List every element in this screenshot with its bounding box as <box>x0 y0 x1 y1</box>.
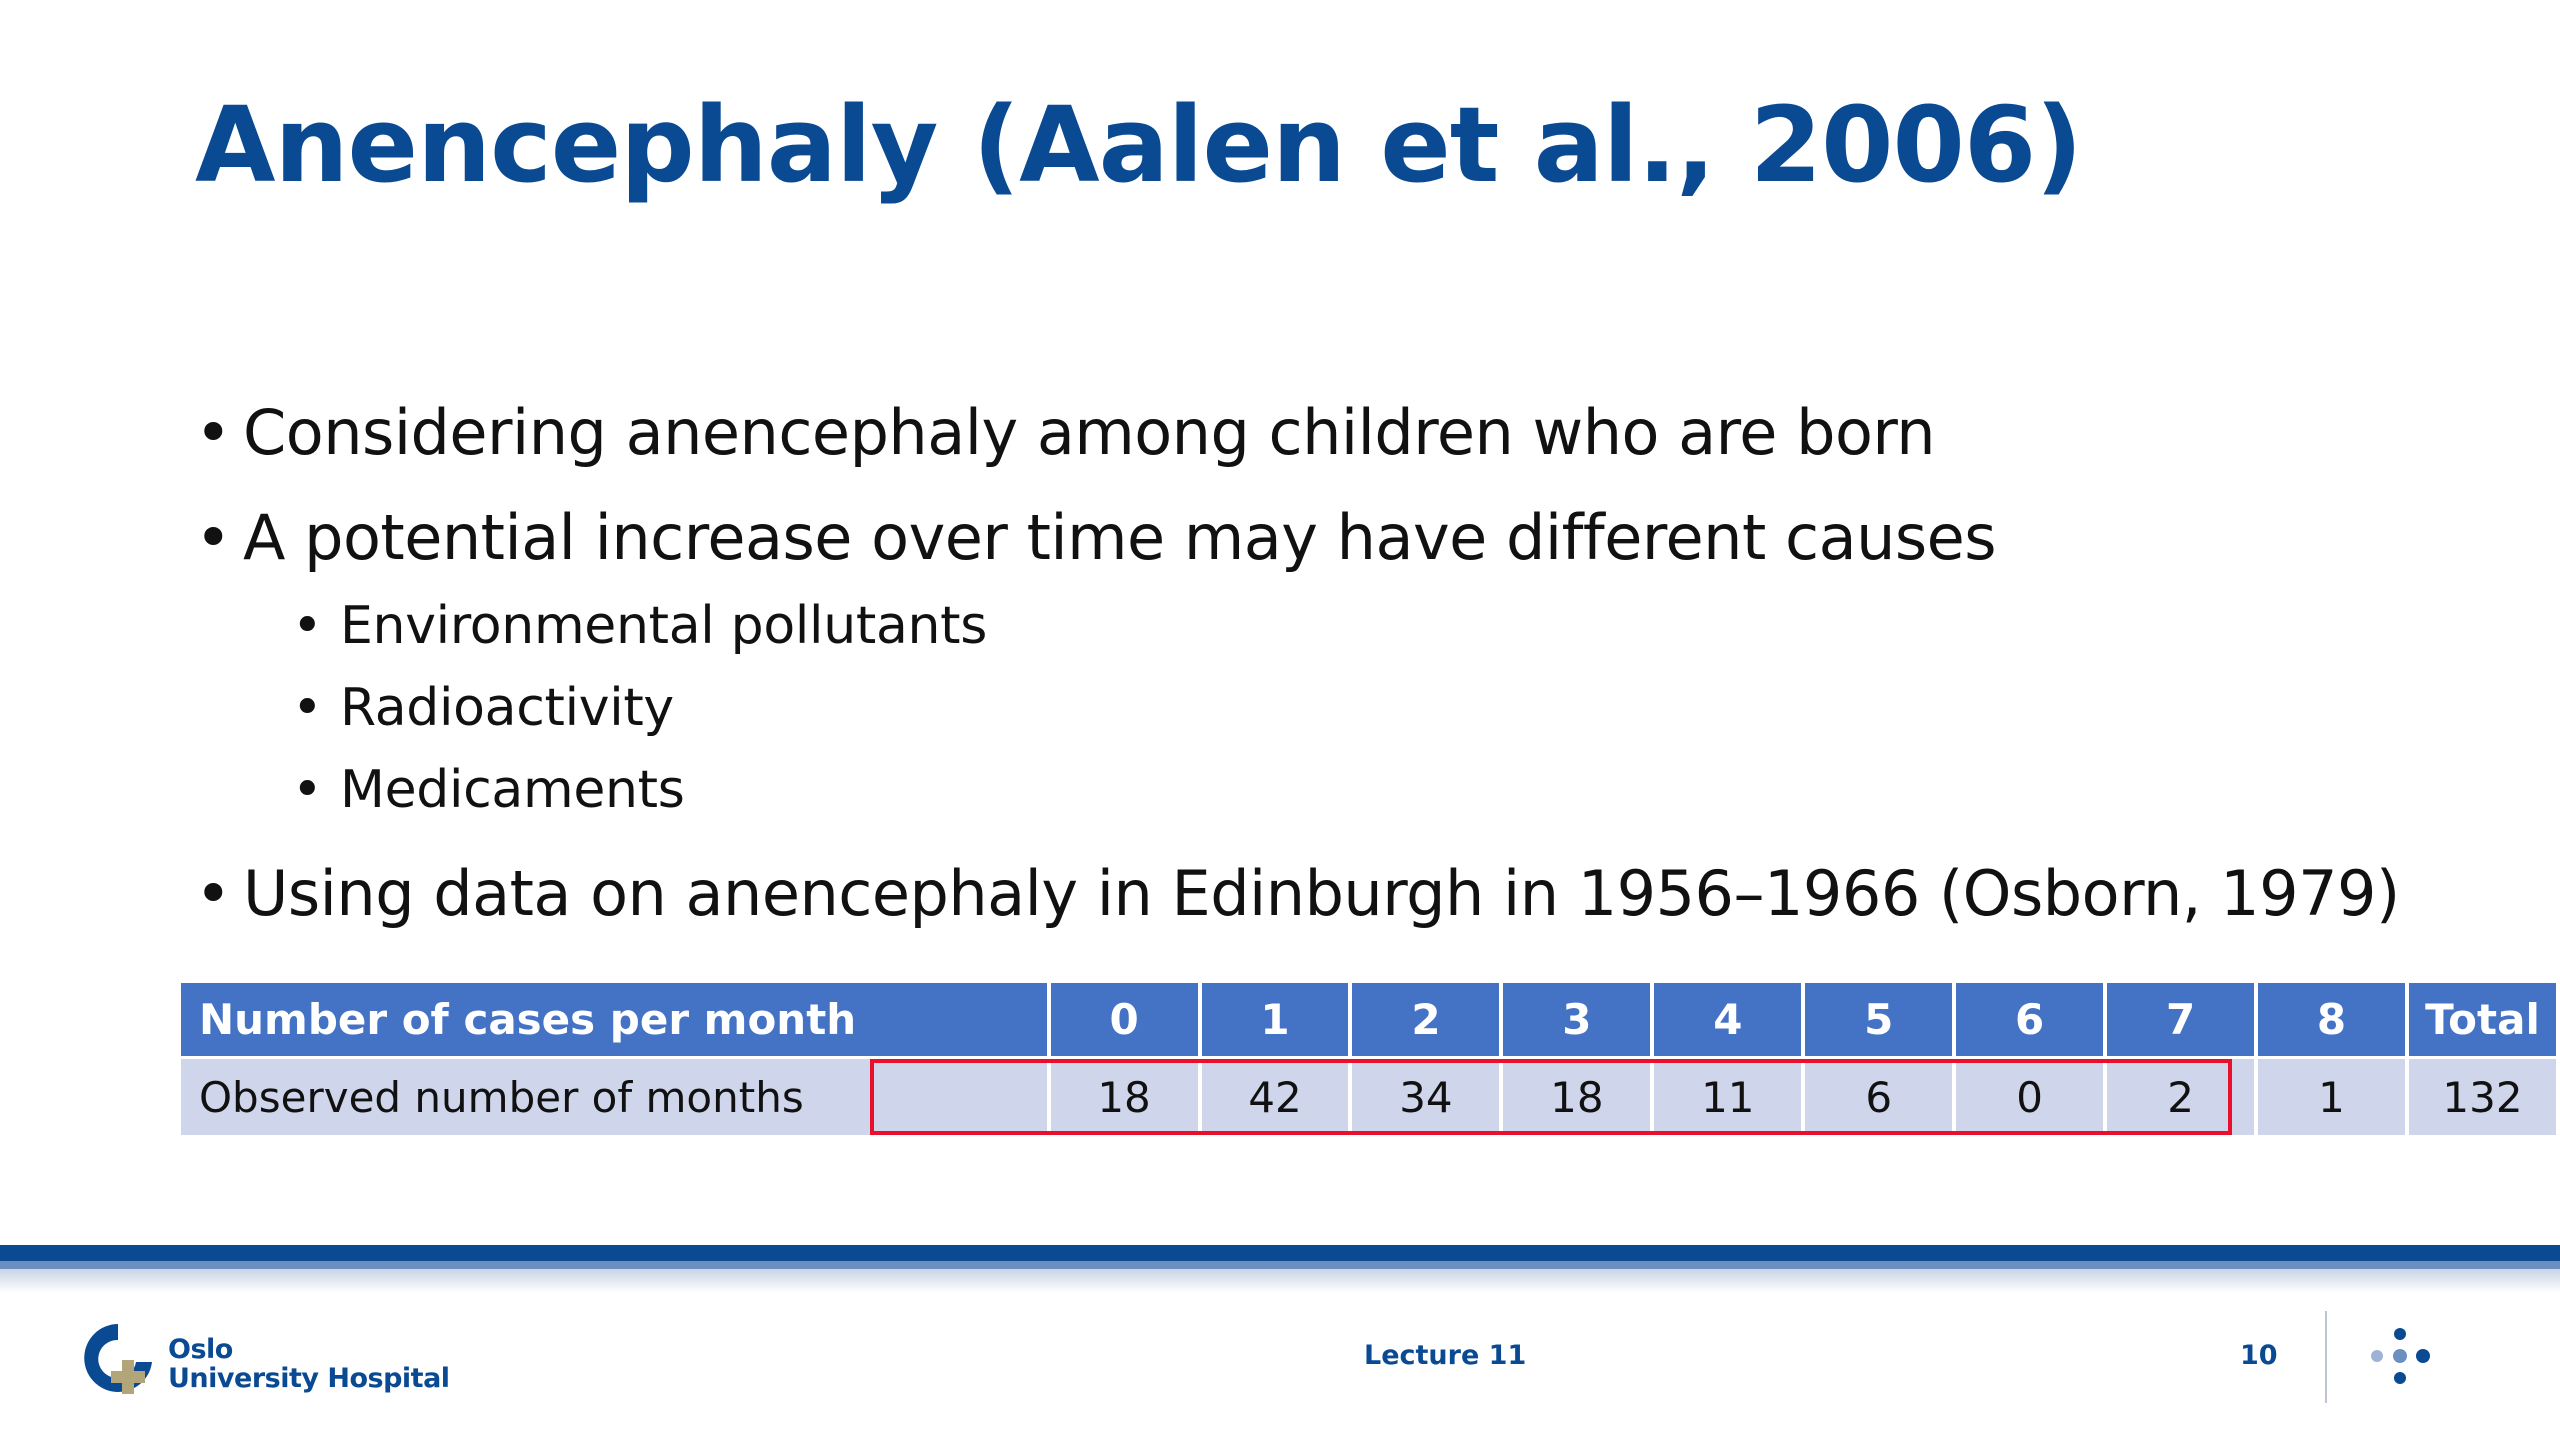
table-header-label: Number of cases per month <box>181 983 1047 1059</box>
bullet-text: Using data on anencephaly in Edinburgh i… <box>243 857 2400 930</box>
table-header-cell: 8 <box>2258 983 2405 1059</box>
table-header-cell: 7 <box>2107 983 2255 1059</box>
table-header-cell: 1 <box>1201 983 1349 1059</box>
table-header-cell: 5 <box>1805 983 1953 1059</box>
table-row: Observed number of months 18 42 34 18 11… <box>181 1059 2556 1135</box>
slide-title: Anencephaly (Aalen et al., 2006) <box>195 84 2083 206</box>
cases-table: Number of cases per month 0 1 2 3 4 5 6 … <box>177 983 2560 1135</box>
bullet-text: Considering anencephaly among children w… <box>243 396 1936 469</box>
footer-lecture-label: Lecture 11 <box>1364 1340 1527 1371</box>
logo-line-2: University Hospital <box>168 1363 450 1394</box>
hospital-logo-text: Oslo University Hospital <box>168 1335 450 1393</box>
bullet-marker: • <box>292 596 323 656</box>
logo-line-1: Oslo <box>168 1334 233 1365</box>
table-header-row: Number of cases per month 0 1 2 3 4 5 6 … <box>181 983 2556 1059</box>
table-header-cell: 4 <box>1654 983 1802 1059</box>
table-cell: 34 <box>1352 1059 1500 1135</box>
table-cell: 6 <box>1805 1059 1953 1135</box>
sub-bullet-text: Medicaments <box>340 760 685 820</box>
table-cell: 0 <box>1956 1059 2104 1135</box>
page-number: 10 <box>2240 1340 2278 1371</box>
bullet-marker: • <box>292 760 323 820</box>
table-row-label: Observed number of months <box>181 1059 1047 1135</box>
bullet-marker: • <box>195 396 232 469</box>
sub-bullet-text: Radioactivity <box>340 678 674 738</box>
table-total-cell: 132 <box>2408 1059 2556 1135</box>
table-cell: 18 <box>1050 1059 1198 1135</box>
sub-bullet-text: Environmental pollutants <box>340 596 988 656</box>
dots-cross-icon <box>2371 1328 2430 1384</box>
table-cell: 11 <box>1654 1059 1802 1135</box>
table-cell: 18 <box>1503 1059 1651 1135</box>
table-header-cell: 3 <box>1503 983 1651 1059</box>
bullet-marker: • <box>292 678 323 738</box>
table-header-total: Total <box>2408 983 2556 1059</box>
oslo-university-hospital-logo-icon <box>84 1324 152 1394</box>
table-cell: 42 <box>1201 1059 1349 1135</box>
table-header-cell: 0 <box>1050 983 1198 1059</box>
footer-band <box>0 1245 2560 1261</box>
bullet-marker: • <box>195 857 232 930</box>
table-header-cell: 2 <box>1352 983 1500 1059</box>
bullet-marker: • <box>195 501 232 574</box>
table-cell: 1 <box>2258 1059 2405 1135</box>
bullet-text: A potential increase over time may have … <box>243 501 1997 574</box>
table-cell: 2 <box>2107 1059 2255 1135</box>
table-header-cell: 6 <box>1956 983 2104 1059</box>
footer-band-fade <box>0 1269 2560 1293</box>
footer-divider <box>2325 1311 2327 1403</box>
footer-band-accent <box>0 1261 2560 1269</box>
